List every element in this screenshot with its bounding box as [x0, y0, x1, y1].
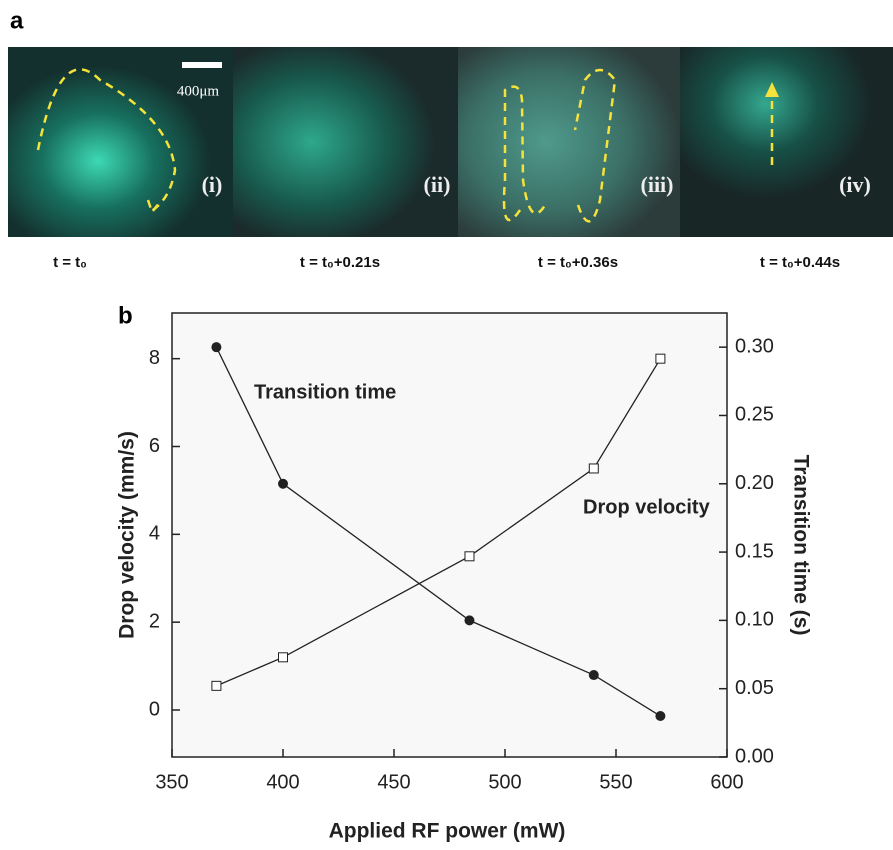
x-tick-label: 500 — [488, 771, 521, 793]
y2-tick-label: 0.30 — [735, 335, 774, 357]
y2-tick-label: 0.25 — [735, 404, 774, 426]
marker — [464, 551, 475, 562]
y-tick-label: 2 — [149, 610, 160, 632]
scale-bar — [182, 62, 222, 68]
micrograph — [680, 47, 893, 237]
marker — [278, 652, 288, 663]
y2-tick-label: 0.10 — [735, 609, 774, 631]
series-annotation: Drop velocity — [583, 496, 711, 518]
x-tick-label: 550 — [599, 771, 632, 793]
frame-time: t = t₀ — [53, 254, 87, 271]
trajectory — [502, 85, 547, 222]
y-tick-label: 6 — [149, 435, 160, 457]
frame-tag: (ii) — [424, 172, 451, 197]
marker — [211, 342, 222, 353]
frame-tag: (iv) — [839, 172, 871, 197]
y2-tick-label: 0.00 — [735, 745, 774, 767]
marker — [655, 353, 666, 364]
y2-tick-label: 0.20 — [735, 472, 774, 494]
marker — [278, 478, 288, 489]
y-tick-label: 0 — [149, 698, 160, 720]
frame-time: t = t₀+0.44s — [760, 254, 840, 271]
arrow-head — [146, 199, 161, 215]
x-tick-label: 350 — [155, 771, 188, 793]
y2-tick-label: 0.15 — [735, 540, 774, 562]
trajectory — [36, 68, 177, 214]
marker — [464, 615, 475, 626]
plot-area — [171, 312, 728, 758]
frame-tag: (iii) — [641, 172, 674, 197]
arrow-head — [765, 82, 779, 97]
marker — [588, 463, 599, 474]
frame-time: t = t₀+0.21s — [300, 254, 380, 271]
y-tick-label: 8 — [149, 347, 160, 369]
panel-label: b — [118, 302, 133, 329]
marker — [211, 680, 222, 691]
micrograph — [458, 47, 680, 237]
panel-label: a — [10, 7, 24, 34]
marker — [655, 711, 666, 722]
y-tick-label: 4 — [149, 523, 160, 545]
x-tick-label: 600 — [710, 771, 743, 793]
x-tick-label: 400 — [266, 771, 299, 793]
series-annotation: Transition time — [254, 381, 396, 403]
x-tick-label: 450 — [377, 771, 410, 793]
x-axis-title: Applied RF power (mW) — [329, 820, 566, 843]
trajectory — [573, 68, 617, 223]
micrograph — [8, 47, 233, 237]
scale-label: 400μm — [177, 83, 220, 99]
micrograph — [233, 47, 458, 237]
y2-axis-title: Transition time (s) — [789, 455, 812, 636]
marker — [588, 670, 599, 681]
frame-time: t = t₀+0.36s — [538, 254, 618, 271]
y-axis-title: Drop velocity (mm/s) — [116, 431, 139, 639]
frame-tag: (i) — [202, 172, 223, 197]
y2-tick-label: 0.05 — [735, 677, 774, 699]
